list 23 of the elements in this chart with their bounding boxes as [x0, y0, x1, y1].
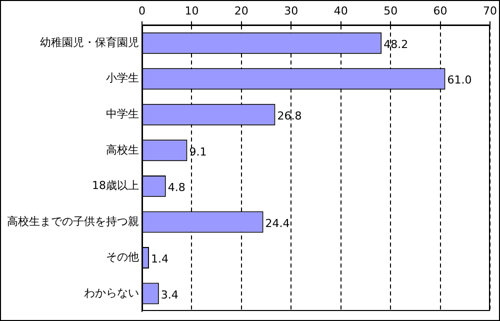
x-tick-label: 50 — [384, 4, 398, 18]
x-tick-label: 60 — [433, 4, 448, 18]
x-tick-label: 30 — [284, 4, 298, 18]
y-tick-label: 中学生 — [106, 107, 139, 120]
data-label: 61.0 — [447, 74, 472, 87]
x-tick-label: 40 — [334, 4, 348, 18]
data-label: 24.4 — [265, 216, 290, 230]
data-label: 1.4 — [150, 252, 168, 266]
x-tick-label: 70 — [483, 4, 497, 18]
y-tick-label: 幼稚園児・保育園児 — [40, 36, 139, 49]
y-tick-label: 高校生 — [106, 143, 139, 156]
y-tick-label: わからない — [84, 286, 139, 300]
data-label: 48.2 — [384, 38, 408, 51]
data-label: 3.4 — [160, 288, 178, 302]
data-label: 4.8 — [168, 181, 186, 194]
y-tick-label: 高校生までの子供を持つ親 — [7, 214, 139, 228]
y-tick-label: 18歳以上 — [92, 179, 139, 192]
x-tick-label: 0 — [138, 4, 146, 18]
y-tick-label: 小学生 — [106, 72, 139, 85]
y-tick-label: その他 — [106, 250, 139, 264]
data-label: 26.8 — [277, 109, 302, 122]
x-tick-label: 20 — [234, 4, 248, 18]
x-tick-label: 10 — [184, 4, 199, 18]
